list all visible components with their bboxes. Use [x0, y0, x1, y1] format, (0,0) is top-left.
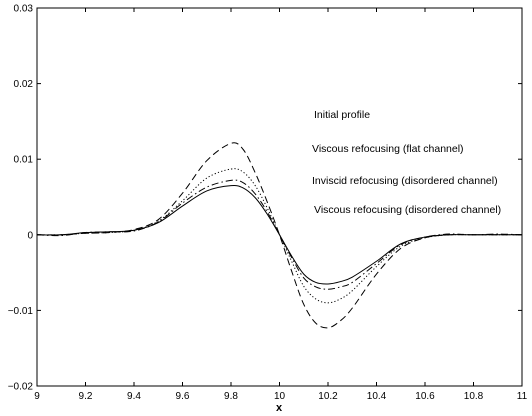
x-tick-label: 10.4 [367, 391, 387, 402]
x-tick-label: 9.8 [224, 391, 238, 402]
y-tick-label: 0 [27, 230, 33, 241]
series-initial-profile [36, 142, 522, 329]
ticks-layer: 9 9.2 9.4 9.6 9.8 10 10.2 10.4 10.6 10.8 11 −0.02 −0… [8, 4, 528, 403]
legend-label-initial-profile: Initial profile [314, 109, 370, 121]
y-tick-label: 0.03 [14, 4, 34, 15]
x-tick-label: 10.2 [318, 391, 338, 402]
x-tick-label: 9.4 [127, 391, 141, 402]
y-tick-label: 0.02 [14, 79, 34, 90]
x-tick-label: 10 [274, 391, 286, 402]
series-layer [36, 142, 523, 329]
y-tick-label: −0.01 [8, 306, 34, 317]
x-tick-label: 11 [517, 391, 528, 402]
plot-frame [36, 7, 523, 387]
series-viscous-disordered-channel [36, 185, 522, 285]
x-axis-title: x [276, 402, 283, 414]
x-tick-label: 9.2 [79, 391, 93, 402]
legend: Initial profile Viscous refocusing (flat… [312, 109, 501, 216]
legend-label-viscous-flat: Viscous refocusing (flat channel) [312, 143, 464, 155]
legend-label-viscous-disordered: Viscous refocusing (disordered channel) [314, 204, 501, 216]
y-tick-label: 0.01 [14, 155, 34, 166]
legend-label-inviscid-disordered: Inviscid refocusing (disordered channel) [312, 175, 498, 187]
x-tick-label: 10.6 [415, 391, 435, 402]
x-tick-label: 9.6 [176, 391, 190, 402]
x-tick-label: 9 [34, 391, 40, 402]
y-tick-label: −0.02 [8, 382, 34, 393]
x-tick-label: 10.8 [464, 391, 484, 402]
